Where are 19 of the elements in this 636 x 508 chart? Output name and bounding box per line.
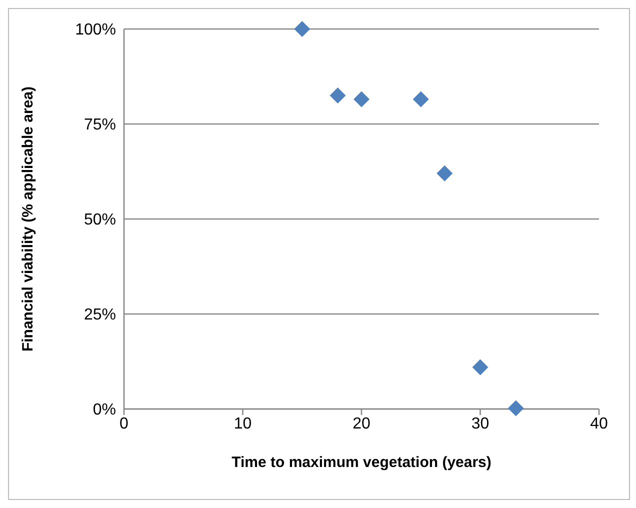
point bbox=[436, 165, 453, 182]
x-tick-label: 20 bbox=[352, 415, 370, 432]
point bbox=[330, 88, 346, 104]
x-tick-label: 30 bbox=[471, 415, 490, 432]
y-tick-label: 25% bbox=[84, 306, 116, 324]
x-tick-label: 0 bbox=[120, 415, 129, 432]
y-tick-label: 100% bbox=[75, 22, 116, 39]
point bbox=[412, 91, 429, 108]
x-tick-label: 40 bbox=[590, 415, 608, 432]
point bbox=[472, 359, 488, 376]
y-tick-label: 50% bbox=[84, 212, 116, 229]
point bbox=[294, 21, 310, 37]
y-tick-label: 75% bbox=[84, 116, 116, 134]
point bbox=[354, 91, 370, 108]
point bbox=[508, 400, 524, 416]
x-axis-title: Time to maximum vegetation (years) bbox=[232, 454, 492, 471]
y-tick-label: 0% bbox=[92, 402, 116, 419]
y-axis-title: Financial viability (% applicable area) bbox=[19, 86, 36, 352]
x-tick-label: 10 bbox=[234, 415, 252, 432]
